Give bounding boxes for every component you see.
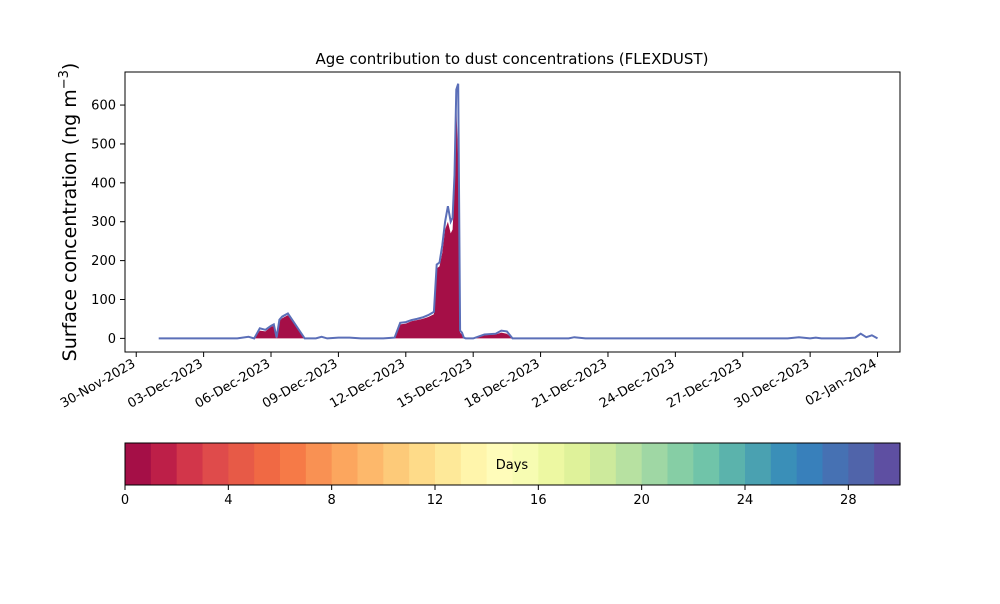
y-tick-label: 300 <box>91 215 116 230</box>
colorbar-swatch <box>150 443 178 485</box>
colorbar-swatch <box>641 443 669 485</box>
x-axis: 30-Nov-202303-Dec-202306-Dec-202309-Dec-… <box>58 352 880 412</box>
colorbar-tick-label: 16 <box>530 493 547 508</box>
x-tick-label: 02-Jan-2024 <box>803 356 880 409</box>
x-tick-label: 30-Nov-2023 <box>58 356 138 411</box>
colorbar-swatch <box>512 443 539 485</box>
x-tick-label: 27-Dec-2023 <box>664 356 744 411</box>
colorbar-swatch <box>435 443 462 485</box>
x-tick-label: 09-Dec-2023 <box>260 356 340 411</box>
age-0-area <box>158 105 878 339</box>
colorbar-swatch <box>409 443 436 485</box>
colorbar-swatch <box>770 443 798 485</box>
y-tick-label: 0 <box>108 332 116 347</box>
colorbar-tick-label: 20 <box>633 493 650 508</box>
colorbar-swatch <box>357 443 384 485</box>
colorbar-swatch <box>745 443 772 485</box>
x-tick-label: 30-Dec-2023 <box>732 356 812 411</box>
plot-area: 0 100 200 300 400 500 600 30-Nov-202303-Dec-20… <box>58 71 901 412</box>
colorbar-label: Days <box>496 458 529 473</box>
colorbar-tick-label: 28 <box>840 493 857 508</box>
colorbar-swatch <box>383 443 410 485</box>
y-axis-label-close: ) <box>59 63 81 70</box>
total-concentration-line <box>158 83 878 340</box>
colorbar-swatch <box>538 443 565 485</box>
colorbar-swatch <box>125 443 152 485</box>
y-axis-label-main: Surface concentration (ng m <box>59 89 81 361</box>
colorbar-swatch <box>228 443 255 485</box>
colorbar-tick-label: 8 <box>328 493 336 508</box>
colorbar-swatch <box>280 443 307 485</box>
x-tick-label: 18-Dec-2023 <box>462 356 542 411</box>
x-tick-label: 21-Dec-2023 <box>530 356 610 411</box>
colorbar-swatch <box>874 443 901 485</box>
y-tick-label: 200 <box>91 254 116 269</box>
colorbar-swatch <box>693 443 720 485</box>
y-axis-label: Surface concentration (ng m−3) <box>57 63 81 362</box>
colorbar-swatch <box>848 443 875 485</box>
colorbar-swatch <box>822 443 849 485</box>
colorbar-swatch <box>564 443 591 485</box>
colorbar-tick-label: 24 <box>737 493 754 508</box>
colorbar-swatch <box>176 443 204 485</box>
colorbar-swatch <box>254 443 281 485</box>
age-colorbar: 0 4 8 12 16 20 24 28 <box>121 442 901 508</box>
chart-title: Age contribution to dust concentrations … <box>316 50 709 68</box>
y-tick-label: 400 <box>91 176 116 191</box>
colorbar-swatch <box>331 443 359 485</box>
x-tick-label: 06-Dec-2023 <box>193 356 273 411</box>
colorbar-swatch <box>305 443 333 485</box>
colorbar-swatch <box>796 443 824 485</box>
colorbar-swatch <box>460 443 488 485</box>
colorbar-swatch <box>486 443 514 485</box>
colorbar-swatch <box>202 443 229 485</box>
x-tick-label: 03-Dec-2023 <box>125 356 205 411</box>
y-axis: 0 100 200 300 400 500 600 <box>91 99 125 347</box>
y-tick-label: 100 <box>91 293 116 308</box>
y-axis-label-exponent: −3 <box>57 70 72 89</box>
x-tick-label: 24-Dec-2023 <box>597 356 677 411</box>
colorbar-tick-label: 12 <box>427 493 444 508</box>
plot-frame <box>124 71 901 353</box>
colorbar-tick-label: 4 <box>224 493 232 508</box>
colorbar-swatch <box>615 443 643 485</box>
y-tick-label: 500 <box>91 137 116 152</box>
colorbar-swatch <box>719 443 746 485</box>
colorbar-swatch <box>667 443 694 485</box>
x-tick-label: 12-Dec-2023 <box>327 356 407 411</box>
colorbar-swatch <box>590 443 617 485</box>
colorbar-frame <box>124 442 901 486</box>
colorbar-tick-label: 0 <box>121 493 129 508</box>
y-tick-label: 600 <box>91 99 116 114</box>
x-tick-label: 15-Dec-2023 <box>395 356 475 411</box>
